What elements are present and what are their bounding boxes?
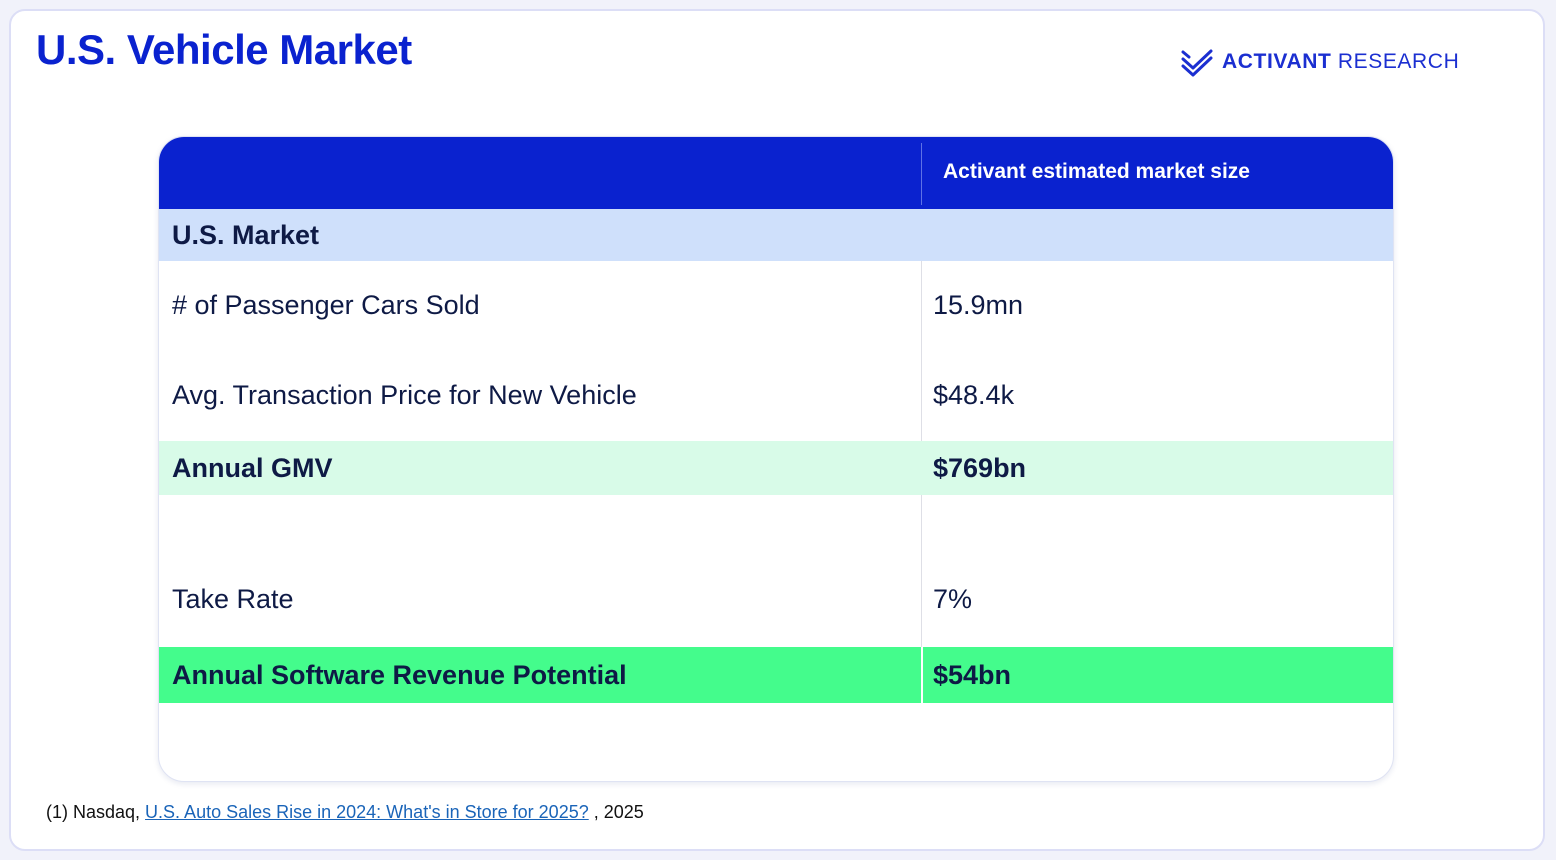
section-row-us-market: U.S. Market [159,209,1393,261]
row-label: Avg. Transaction Price for New Vehicle [172,379,637,410]
market-size-table: Activant estimated market size U.S. Mark… [158,136,1394,782]
brand-name: ACTIVANT [1222,50,1332,73]
row-label: Take Rate [172,583,294,614]
table-header-row: Activant estimated market size [159,137,1393,209]
table-row-passenger-cars: # of Passenger Cars Sold 15.9mn [159,261,1393,349]
section-label: U.S. Market [172,220,320,250]
header-divider [921,143,922,205]
footnote: (1) Nasdaq, U.S. Auto Sales Rise in 2024… [46,802,644,823]
row-value: 7% [933,583,973,614]
table-row-annual-gmv: Annual GMV $769bn [159,441,1393,495]
activant-chevrons-icon [1181,49,1213,77]
footnote-prefix: (1) Nasdaq, [46,802,146,822]
row-label: # of Passenger Cars Sold [172,289,480,320]
column-header-market-size: Activant estimated market size [943,160,1250,183]
page-title: U.S. Vehicle Market [36,26,412,73]
brand-wordmark: ACTIVANT RESEARCH [1222,50,1459,74]
footnote-suffix: , 2025 [588,802,644,822]
table-row-avg-price: Avg. Transaction Price for New Vehicle $… [159,351,1393,439]
row-value: 15.9mn [933,289,1024,320]
row-label: Annual Software Revenue Potential [172,659,627,690]
footnote-source-link[interactable]: U.S. Auto Sales Rise in 2024: What's in … [145,802,589,822]
cell-separator [921,647,923,703]
table-row-take-rate: Take Rate 7% [159,555,1393,643]
row-value: $48.4k [933,379,1015,410]
table-row-empty [159,495,1393,545]
row-value: $54bn [933,659,1012,690]
table-row-software-revenue: Annual Software Revenue Potential $54bn [159,647,1393,703]
brand-logo-group: ACTIVANT RESEARCH [1180,44,1459,80]
brand-suffix: RESEARCH [1337,50,1460,73]
row-label: Annual GMV [172,452,333,483]
row-value: $769bn [933,452,1027,483]
